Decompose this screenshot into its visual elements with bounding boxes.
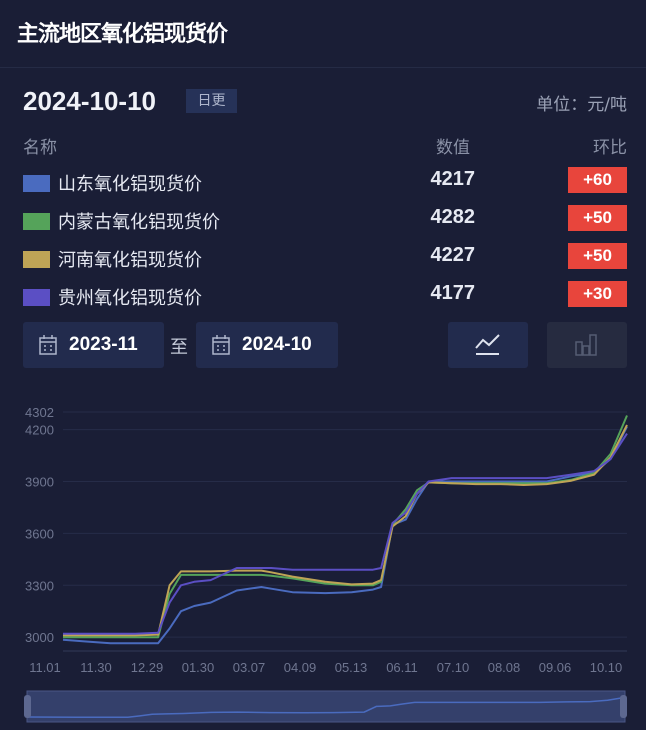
table-row: 河南氧化铝现货价 4227 +50 [0, 243, 646, 273]
range-separator: 至 [170, 337, 188, 358]
line-chart-icon [475, 334, 500, 355]
series-line [63, 415, 628, 639]
x-tick-label: 05.13 [335, 660, 368, 675]
calendar-icon [212, 335, 230, 355]
x-tick-label: 10.10 [590, 660, 623, 675]
price-line-chart: 3000 3300 3600 3900 4200 4302 11.01 11.30 12.29 0… [24, 405, 628, 723]
series-name: 内蒙古氧化铝现货价 [58, 212, 220, 233]
column-header-name: 名称 [23, 138, 57, 158]
x-tick-label: 11.01 [29, 660, 61, 675]
table-row: 贵州氧化铝现货价 4177 +30 [0, 281, 646, 311]
x-tick-label: 01.30 [182, 660, 215, 675]
x-tick-label: 12.29 [131, 660, 164, 675]
page-title: 主流地区氧化铝现货价 [17, 22, 228, 47]
table-row: 山东氧化铝现货价 4217 +60 [0, 167, 646, 197]
x-tick-label: 08.08 [488, 660, 521, 675]
data-zoom-handle-right[interactable] [620, 695, 627, 718]
x-tick-label: 04.09 [284, 660, 317, 675]
series-value: 4282 [430, 206, 476, 228]
change-badge: +50 [568, 205, 627, 231]
series-color-swatch [23, 175, 50, 192]
series-name: 河南氧化铝现货价 [58, 250, 202, 271]
y-tick-label: 3900 [25, 475, 54, 490]
end-date-picker[interactable]: 2024-10 [196, 322, 338, 368]
change-badge: +30 [568, 281, 627, 307]
x-tick-label: 03.07 [233, 660, 266, 675]
series-line [63, 433, 628, 635]
series-value: 4227 [430, 244, 476, 266]
x-tick-label: 06.11 [386, 660, 418, 675]
series-name: 贵州氧化铝现货价 [58, 288, 202, 309]
y-tick-label: 3000 [25, 630, 54, 645]
y-tick-label: 3600 [25, 526, 54, 541]
series-value: 4217 [430, 168, 476, 190]
y-tick-label: 3300 [25, 578, 54, 593]
data-zoom-handle-left[interactable] [24, 695, 31, 718]
x-tick-label: 09.06 [539, 660, 572, 675]
end-date-value: 2024-10 [242, 334, 312, 355]
series-line [63, 424, 628, 637]
column-header-change: 环比 [593, 138, 627, 158]
start-date-value: 2023-11 [69, 334, 138, 355]
column-header-value: 数值 [436, 138, 470, 158]
change-badge: +60 [568, 167, 627, 193]
series-line [62, 426, 628, 645]
data-zoom-preview-line [26, 696, 626, 719]
change-badge: +50 [568, 243, 627, 269]
data-date: 2024-10-10 [23, 86, 156, 116]
divider [0, 67, 646, 68]
y-tick-label: 4200 [25, 423, 54, 438]
series-color-swatch [23, 289, 50, 306]
frequency-badge: 日更 [186, 89, 237, 113]
x-tick-label: 07.10 [437, 660, 470, 675]
series-color-swatch [23, 251, 50, 268]
y-tick-label: 4302 [25, 405, 54, 420]
series-value: 4177 [430, 282, 476, 304]
line-chart-button[interactable] [448, 322, 528, 368]
bar-chart-icon [575, 334, 597, 356]
series-name: 山东氧化铝现货价 [58, 174, 202, 195]
series-color-swatch [23, 213, 50, 230]
bar-chart-button[interactable] [547, 322, 627, 368]
calendar-icon [39, 335, 57, 355]
unit-label: 单位：元/吨 [536, 95, 627, 115]
start-date-picker[interactable]: 2023-11 [23, 322, 164, 368]
x-tick-label: 11.30 [80, 660, 112, 675]
table-row: 内蒙古氧化铝现货价 4282 +50 [0, 205, 646, 235]
